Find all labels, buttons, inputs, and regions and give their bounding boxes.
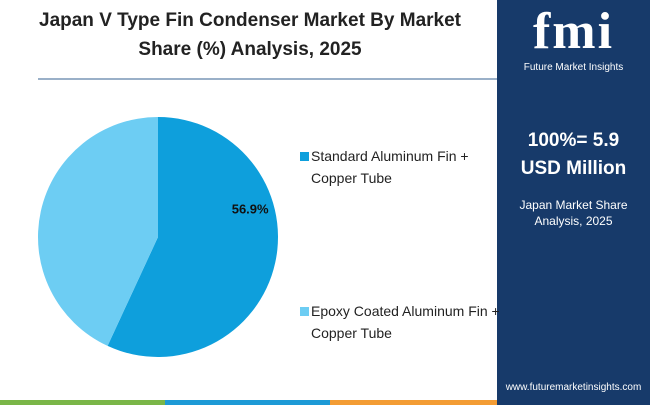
logo-subtitle: Future Market Insights — [523, 62, 624, 73]
total-value: 100%= 5.9 — [527, 130, 620, 151]
legend-label: Standard Aluminum Fin + Copper Tube — [311, 148, 469, 186]
title-rule — [38, 78, 497, 80]
caption: Japan Market Share Analysis, 2025 — [519, 198, 628, 228]
pie-slice — [37, 117, 158, 346]
stripe — [330, 400, 497, 405]
chart-title: Japan V Type Fin Condenser Market By Mar… — [39, 10, 461, 60]
stripe — [165, 400, 330, 405]
total-unit: USD Million — [520, 158, 627, 179]
logo: fmi — [532, 3, 615, 60]
legend-swatch — [300, 152, 309, 161]
pie-slice — [107, 117, 278, 357]
legend-label: Epoxy Coated Aluminum Fin + Copper Tube — [311, 303, 500, 341]
data-label: 56.9% — [232, 202, 269, 217]
stripe — [0, 400, 165, 405]
chart: 56.9% — [37, 117, 278, 357]
side-panel: fmi Future Market Insights 100%= 5.9 USD… — [497, 0, 650, 405]
legend-swatch — [300, 307, 309, 316]
website: www.futuremarketinsights.com — [505, 382, 642, 393]
